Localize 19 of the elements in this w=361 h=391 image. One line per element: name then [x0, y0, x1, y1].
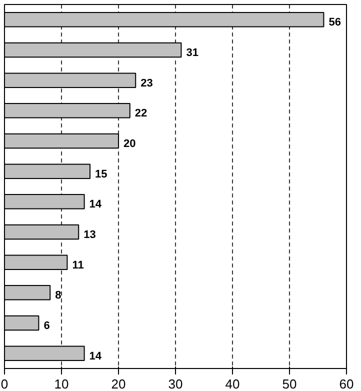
- data-label: 23: [140, 77, 153, 90]
- x-tick-label: 60: [339, 376, 354, 391]
- data-label: 11: [72, 259, 84, 272]
- data-label: 22: [134, 108, 148, 120]
- data-label: 56: [328, 16, 341, 29]
- data-label: 6: [44, 320, 50, 332]
- data-label: 8: [55, 290, 62, 302]
- data-label: 14: [89, 198, 102, 211]
- data-label: 14: [89, 350, 102, 362]
- x-tick-label: 30: [168, 376, 183, 391]
- data-label: 15: [95, 168, 108, 180]
- data-label: 31: [186, 47, 198, 59]
- data-label: 13: [84, 229, 96, 241]
- x-tick-label: 50: [282, 376, 297, 391]
- data-label: 20: [124, 138, 136, 150]
- x-tick-label: 0: [0, 376, 8, 391]
- x-tick-label: 40: [225, 376, 240, 391]
- x-tick-label: 10: [54, 376, 69, 391]
- x-tick-label: 20: [111, 376, 126, 391]
